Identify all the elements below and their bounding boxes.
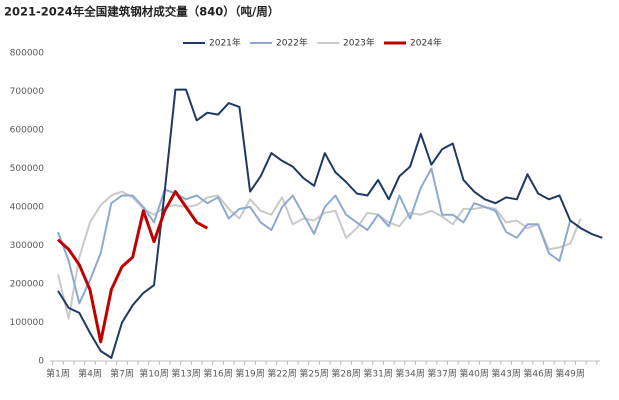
y-tick-label: 700000 [10, 87, 45, 97]
y-tick-label: 300000 [10, 241, 45, 251]
x-tick-label: 第34周 [395, 368, 424, 380]
x-tick-label: 第28周 [331, 368, 360, 380]
y-tick-label: 200000 [10, 280, 45, 290]
y-tick-label: 800000 [10, 49, 45, 59]
series-line [56, 190, 209, 344]
y-tick-label: 0 [38, 357, 44, 367]
series-line [57, 167, 572, 305]
series-line [57, 88, 603, 359]
x-tick-label: 第25周 [299, 368, 328, 380]
x-tick-label: 第22周 [267, 368, 296, 380]
chart-title: 2021-2024年全国建筑钢材成交量（840）（吨/周） [4, 5, 279, 19]
x-tick-label: 第46周 [523, 368, 552, 380]
x-tick-label: 第37周 [427, 368, 456, 380]
x-tick-label: 第31周 [363, 368, 392, 380]
x-tick-label: 第40周 [459, 368, 488, 380]
legend-label: 2024年 [410, 37, 442, 49]
y-tick-label: 100000 [10, 318, 45, 328]
x-tick-label: 第49周 [555, 368, 584, 380]
x-tick-label: 第13周 [171, 368, 200, 380]
x-tick-label: 第43周 [491, 368, 520, 380]
y-tick-label: 500000 [10, 164, 45, 174]
x-tick-label: 第19周 [235, 368, 264, 380]
x-tick-label: 第10周 [139, 368, 168, 380]
x-tick-label: 第4周 [78, 368, 102, 380]
y-tick-label: 600000 [10, 126, 45, 136]
legend-label: 2023年 [343, 37, 375, 49]
legend-label: 2021年 [209, 37, 241, 49]
x-tick-label: 第1周 [46, 368, 70, 380]
x-tick-label: 第7周 [110, 368, 134, 380]
y-tick-label: 400000 [10, 203, 45, 213]
x-tick-label: 第16周 [203, 368, 232, 380]
legend-label: 2022年 [276, 37, 308, 49]
